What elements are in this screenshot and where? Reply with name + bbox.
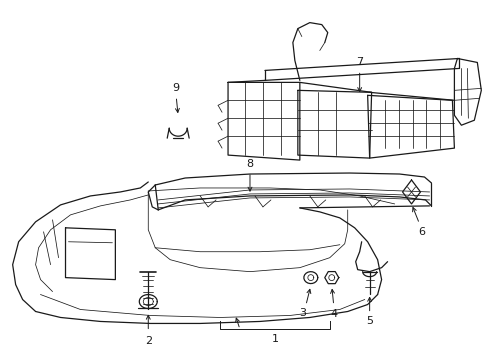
Text: 1: 1 — [271, 334, 278, 345]
Text: 2: 2 — [144, 336, 152, 346]
Text: 7: 7 — [355, 58, 363, 67]
Text: 4: 4 — [329, 310, 337, 319]
Text: 9: 9 — [172, 84, 180, 93]
Text: 3: 3 — [299, 309, 305, 319]
Text: 6: 6 — [417, 227, 424, 237]
Text: 8: 8 — [246, 159, 253, 169]
Text: 5: 5 — [366, 316, 372, 327]
